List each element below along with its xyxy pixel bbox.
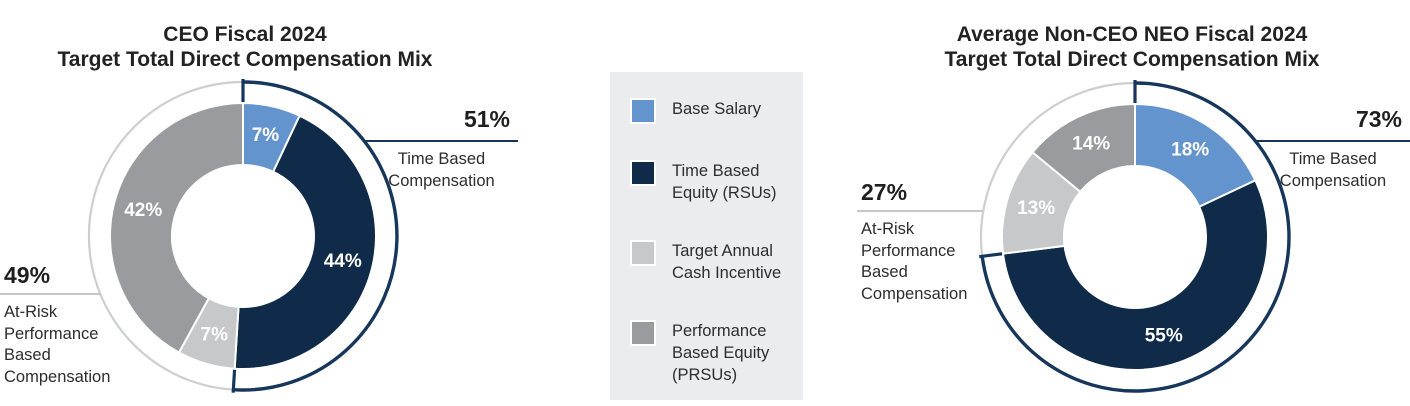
non-ceo-chart-title: Average Non-CEO NEO Fiscal 2024 Target T… bbox=[867, 22, 1397, 72]
non-ceo-at-risk-leader-line bbox=[857, 210, 983, 212]
target-annual-cash-incentive-swatch-icon bbox=[630, 240, 656, 266]
legend-item-target-annual-cash-incentive: Target Annual Cash Incentive bbox=[630, 240, 791, 284]
base-salary-swatch-icon bbox=[630, 98, 656, 124]
svg-text:13%: 13% bbox=[1017, 198, 1055, 219]
ceo-chart: CEO Fiscal 2024 Target Total Direct Comp… bbox=[0, 0, 570, 406]
ceo-time-based-leader-line bbox=[365, 140, 518, 142]
non-ceo-at-risk-callout: 27% At-Risk Performance Based Compensati… bbox=[857, 179, 989, 305]
legend-label-performance-based-equity: Performance Based Equity (PRSUs) bbox=[672, 322, 770, 384]
ceo-chart-title: CEO Fiscal 2024 Target Total Direct Comp… bbox=[0, 22, 490, 72]
non-ceo-time-based-leader-line bbox=[1256, 140, 1410, 142]
performance-based-equity-swatch-icon bbox=[630, 320, 656, 346]
non-ceo-chart-title-line1: Average Non-CEO NEO Fiscal 2024 bbox=[956, 23, 1308, 47]
non-ceo-at-risk-label: At-Risk Performance Based Compensation bbox=[861, 220, 968, 303]
non-ceo-donut-chart: 18% 55% 13% 14% bbox=[979, 80, 1291, 393]
ceo-time-based-label: Time Based Compensation bbox=[388, 150, 495, 190]
non-ceo-time-based-callout: 73% Time Based Compensation bbox=[1256, 106, 1410, 192]
legend-item-time-based-equity: Time Based Equity (RSUs) bbox=[630, 160, 791, 204]
svg-text:14%: 14% bbox=[1072, 133, 1110, 154]
svg-text:18%: 18% bbox=[1171, 140, 1209, 161]
non-ceo-time-based-pct: 73% bbox=[1355, 106, 1402, 132]
ceo-chart-title-line2: Target Total Direct Compensation Mix bbox=[57, 48, 433, 72]
svg-text:7%: 7% bbox=[201, 324, 229, 345]
legend-item-base-salary: Base Salary bbox=[630, 98, 791, 124]
legend-label-time-based-equity: Time Based Equity (RSUs) bbox=[672, 162, 777, 202]
svg-text:7%: 7% bbox=[252, 125, 280, 146]
legend: Base Salary Time Based Equity (RSUs) Tar… bbox=[610, 72, 803, 400]
ceo-at-risk-callout: 49% At-Risk Performance Based Compensati… bbox=[0, 262, 140, 388]
ceo-time-based-callout: 51% Time Based Compensation bbox=[365, 106, 518, 192]
non-ceo-neo-chart: Average Non-CEO NEO Fiscal 2024 Target T… bbox=[850, 0, 1410, 406]
time-based-equity-swatch-icon bbox=[630, 160, 656, 186]
svg-text:42%: 42% bbox=[124, 200, 162, 221]
ceo-at-risk-leader-line bbox=[0, 293, 101, 295]
non-ceo-chart-title-line2: Target Total Direct Compensation Mix bbox=[944, 48, 1320, 72]
ceo-time-based-pct: 51% bbox=[463, 106, 510, 132]
legend-item-performance-based-equity: Performance Based Equity (PRSUs) bbox=[630, 320, 791, 386]
ceo-donut-chart: 7% 44% 7% 42% bbox=[87, 79, 399, 393]
svg-text:55%: 55% bbox=[1145, 325, 1183, 346]
ceo-at-risk-label: At-Risk Performance Based Compensation bbox=[4, 303, 111, 386]
non-ceo-time-based-label: Time Based Compensation bbox=[1279, 150, 1387, 190]
svg-text:44%: 44% bbox=[324, 251, 362, 272]
legend-label-target-annual-cash-incentive: Target Annual Cash Incentive bbox=[672, 242, 782, 282]
non-ceo-at-risk-pct: 27% bbox=[861, 179, 908, 205]
legend-label-base-salary: Base Salary bbox=[672, 100, 761, 118]
ceo-at-risk-pct: 49% bbox=[4, 262, 51, 288]
ceo-chart-title-line1: CEO Fiscal 2024 bbox=[163, 23, 327, 47]
